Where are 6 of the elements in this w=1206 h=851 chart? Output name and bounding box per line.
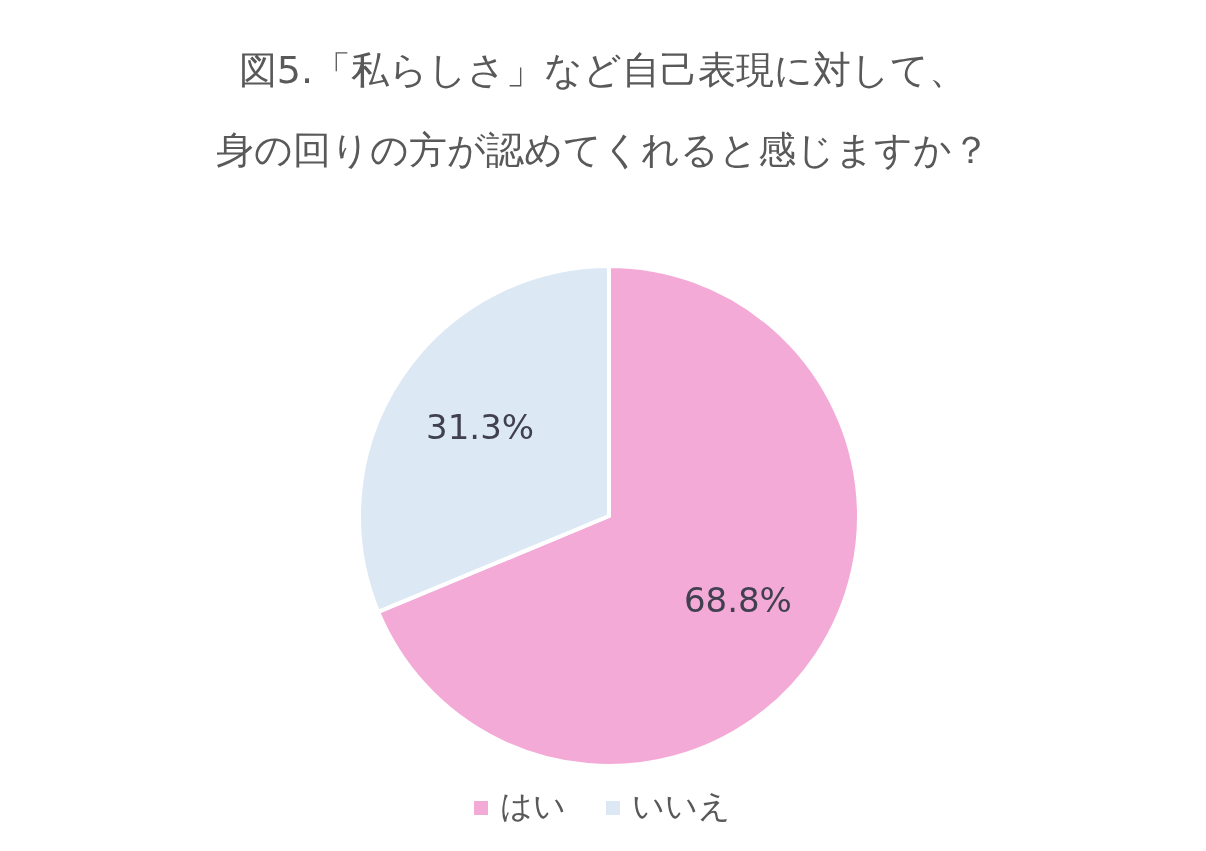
- data-label: 31.3%: [426, 407, 535, 448]
- data-label: 68.8%: [683, 579, 792, 620]
- chart-subtitle: 身の回りの方が認めてくれると感じますか？: [216, 127, 990, 172]
- chart-title: 図5.「私らしさ」など自己表現に対して、: [238, 47, 968, 92]
- legend-label: いいえ: [632, 787, 731, 825]
- legend-label: はい: [500, 787, 566, 825]
